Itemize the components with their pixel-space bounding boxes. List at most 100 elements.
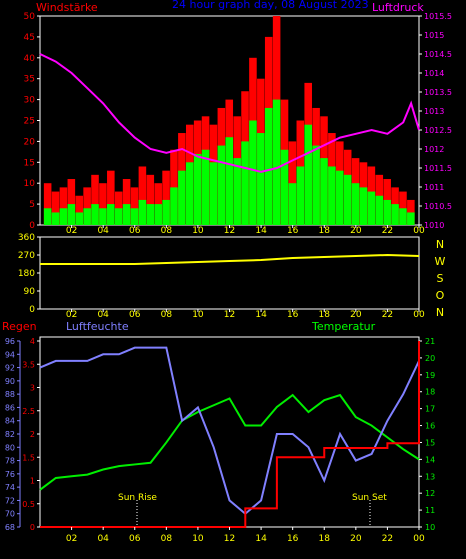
humidity-tick-label: 76	[5, 470, 15, 479]
wind-mean-bar	[375, 195, 384, 225]
sunrise-label: Sun Rise	[118, 493, 157, 503]
wind-mean-bar	[351, 183, 360, 225]
humidity-tick-label: 96	[5, 337, 15, 346]
temperature-tick-label: 10	[425, 523, 435, 532]
wind-mean-bar	[336, 170, 344, 225]
pressure-tick-label: 1012.5	[424, 126, 452, 135]
humidity-tick-label: 94	[5, 350, 15, 359]
x-tick-label: 04	[97, 226, 109, 236]
wind-mean-bar	[383, 199, 391, 225]
x-tick-label: 08	[161, 226, 173, 236]
wind-tick-label: 50	[24, 12, 36, 22]
wind-mean-bar	[83, 208, 91, 225]
x-tick-label: 14	[255, 310, 267, 320]
direction-line	[40, 253, 420, 265]
temperature-tick-label: 19	[425, 371, 435, 380]
wind-mean-bar	[296, 166, 305, 225]
wind-mean-bar	[328, 166, 336, 225]
wind-tick-label: 25	[24, 117, 35, 127]
bottom-chart: 68 70 72 74 76 78 80 82 84 86 88 90 92 94 96 0 0.5 1 1.5 2 2…	[5, 337, 435, 532]
direction-tick-label: 270	[18, 251, 35, 261]
wind-gust-bar	[75, 195, 84, 225]
temperature-line	[39, 393, 420, 491]
wind-gust-bar	[99, 183, 107, 225]
wind-gust-bar	[91, 174, 99, 225]
x-tick-label: 22	[382, 226, 393, 236]
wind-tick-label: 20	[24, 137, 36, 147]
direction-tick-label: 0	[29, 305, 35, 315]
humidity-tick-label: 84	[5, 417, 15, 426]
x-tick-label: 08	[161, 310, 173, 320]
pressure-tick-label: 1011.5	[424, 164, 452, 173]
wind-gust-bar	[67, 179, 76, 225]
humidity-tick-label: 86	[5, 403, 15, 412]
wind-gust-bar	[130, 187, 139, 225]
x-tick-label: 18	[319, 534, 331, 544]
humidity-tick-label: 70	[5, 510, 15, 519]
x-axis: 02 02 02 04 04 04 06 06 06 08 08 08 10 10 10 12 12 12 14 14…	[66, 225, 425, 544]
humidity-tick-label: 92	[5, 364, 15, 373]
wind-mean-bar	[225, 137, 234, 225]
rain-tick-label: 2	[30, 430, 35, 439]
temperature-tick-label: 20	[425, 354, 435, 363]
wind-mean-bar	[288, 183, 297, 225]
wind-tick-label: 40	[24, 54, 36, 64]
wind-mean-bar	[162, 199, 170, 225]
x-tick-label: 20	[350, 534, 362, 544]
header-title: 24 hour graph day, 08 August 2023	[172, 0, 369, 11]
temperature-tick-label: 13	[425, 472, 435, 481]
rain-tick-label: 4	[30, 337, 35, 346]
wind-mean-bar	[43, 208, 52, 225]
x-tick-label: 10	[192, 310, 204, 320]
wind-mean-bar	[367, 191, 376, 225]
wind-mean-bar	[99, 208, 107, 225]
wind-gust-bar	[162, 170, 170, 225]
wind-gust-bar	[83, 187, 91, 225]
wind-tick-label: 15	[24, 158, 35, 168]
header-right-label: Luftdruck	[372, 1, 424, 14]
wind-mean-bar	[280, 149, 289, 225]
x-tick-label: 10	[192, 534, 204, 544]
x-tick-label: 18	[319, 226, 331, 236]
wind-tick-label: 5	[29, 200, 35, 210]
pressure-line	[39, 53, 420, 173]
x-tick-label: 14	[255, 226, 267, 236]
wind-mean-bar	[59, 208, 68, 225]
x-tick-label: 00	[413, 226, 425, 236]
wind-gust-bar	[51, 191, 60, 225]
wind-mean-bar	[154, 204, 162, 225]
rain-tick-label: 0.5	[22, 500, 35, 509]
humidity-tick-label: 68	[5, 523, 15, 532]
rain-line	[40, 341, 420, 528]
wind-gust-bar	[146, 174, 155, 225]
humidity-line	[39, 346, 420, 516]
x-tick-label: 06	[129, 310, 141, 320]
wind-mean-bar	[91, 204, 99, 225]
pressure-tick-label: 1010.5	[424, 202, 452, 211]
wind-mean-bar	[233, 158, 241, 225]
x-tick-label: 18	[319, 310, 331, 320]
wind-tick-label: 45	[24, 33, 35, 43]
pressure-tick-label: 1012	[424, 145, 444, 154]
pressure-tick-label: 1011	[424, 183, 444, 192]
wind-mean-bar	[320, 158, 328, 225]
wind-mean-bar	[201, 149, 210, 225]
x-tick-label: 16	[287, 226, 299, 236]
x-tick-label: 02	[66, 310, 77, 320]
rain-label: Regen	[2, 320, 37, 333]
wind-mean-bar	[122, 204, 131, 225]
rain-tick-label: 0	[30, 523, 35, 532]
x-tick-label: 20	[350, 226, 362, 236]
rain-tick-label: 3.5	[22, 360, 35, 369]
pressure-tick-label: 1015.5	[424, 12, 452, 21]
x-tick-label: 00	[413, 534, 425, 544]
wind-mean-bar	[209, 162, 218, 225]
temperature-tick-label: 15	[425, 438, 435, 447]
wind-mean-bar	[217, 145, 226, 225]
pressure-tick-label: 1013	[424, 107, 444, 116]
x-tick-label: 02	[66, 534, 77, 544]
x-tick-label: 04	[97, 310, 109, 320]
wind-mean-bar	[241, 141, 249, 225]
